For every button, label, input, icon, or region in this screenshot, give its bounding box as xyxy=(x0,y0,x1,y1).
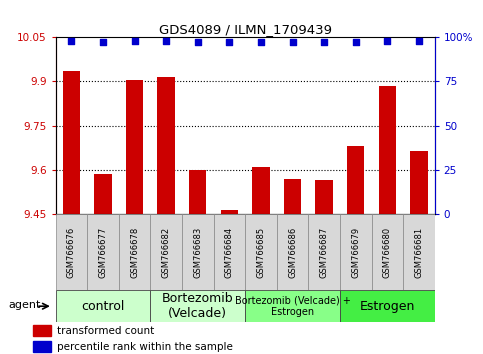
Point xyxy=(226,40,233,45)
Text: GSM766686: GSM766686 xyxy=(288,227,297,278)
Bar xyxy=(33,325,51,336)
Bar xyxy=(94,174,112,214)
Bar xyxy=(315,180,333,214)
Bar xyxy=(150,290,245,322)
Text: GSM766683: GSM766683 xyxy=(193,227,202,278)
Text: Bortezomib
(Velcade): Bortezomib (Velcade) xyxy=(162,292,234,320)
Bar xyxy=(213,214,245,290)
Bar xyxy=(56,290,150,322)
Bar xyxy=(403,214,435,290)
Bar xyxy=(371,214,403,290)
Text: GSM766679: GSM766679 xyxy=(351,227,360,278)
Text: Bortezomib (Velcade) +
Estrogen: Bortezomib (Velcade) + Estrogen xyxy=(235,295,351,317)
Bar xyxy=(56,214,87,290)
Bar xyxy=(410,151,427,214)
Bar xyxy=(221,210,238,214)
Text: GSM766676: GSM766676 xyxy=(67,227,76,278)
Point xyxy=(194,40,201,45)
Text: GSM766684: GSM766684 xyxy=(225,227,234,278)
Bar xyxy=(33,341,51,353)
Bar xyxy=(284,179,301,214)
Bar xyxy=(63,71,80,214)
Point xyxy=(99,40,107,45)
Bar xyxy=(126,80,143,214)
Bar xyxy=(340,290,435,322)
Bar xyxy=(245,214,277,290)
Title: GDS4089 / ILMN_1709439: GDS4089 / ILMN_1709439 xyxy=(158,23,332,36)
Text: GSM766681: GSM766681 xyxy=(414,227,424,278)
Text: GSM766682: GSM766682 xyxy=(162,227,170,278)
Point xyxy=(415,38,423,44)
Bar xyxy=(182,214,213,290)
Bar xyxy=(252,167,270,214)
Text: GSM766685: GSM766685 xyxy=(256,227,266,278)
Text: agent: agent xyxy=(8,299,41,310)
Bar xyxy=(245,290,340,322)
Bar xyxy=(87,214,119,290)
Point xyxy=(289,40,297,45)
Text: Estrogen: Estrogen xyxy=(360,300,415,313)
Point xyxy=(384,38,391,44)
Text: GSM766687: GSM766687 xyxy=(320,227,328,278)
Text: transformed count: transformed count xyxy=(57,326,155,336)
Bar xyxy=(189,170,206,214)
Bar xyxy=(308,214,340,290)
Bar xyxy=(340,214,371,290)
Text: GSM766678: GSM766678 xyxy=(130,227,139,278)
Bar xyxy=(379,86,396,214)
Text: GSM766680: GSM766680 xyxy=(383,227,392,278)
Text: percentile rank within the sample: percentile rank within the sample xyxy=(57,342,233,352)
Point xyxy=(320,40,328,45)
Point xyxy=(257,40,265,45)
Point xyxy=(162,38,170,44)
Bar xyxy=(347,146,364,214)
Point xyxy=(68,38,75,44)
Point xyxy=(352,40,359,45)
Bar xyxy=(277,214,308,290)
Text: control: control xyxy=(81,300,125,313)
Point xyxy=(131,38,139,44)
Text: GSM766677: GSM766677 xyxy=(99,227,107,278)
Bar xyxy=(150,214,182,290)
Bar xyxy=(157,77,175,214)
Bar xyxy=(119,214,150,290)
